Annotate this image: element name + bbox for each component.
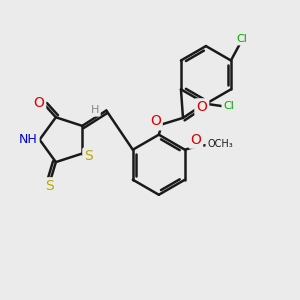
- Text: O: O: [196, 100, 207, 114]
- Text: H: H: [91, 105, 99, 115]
- Text: S: S: [84, 149, 93, 164]
- Text: S: S: [45, 179, 53, 193]
- Text: OCH₃: OCH₃: [207, 139, 233, 149]
- Text: O: O: [33, 97, 44, 110]
- Text: O: O: [190, 133, 201, 147]
- Text: Cl: Cl: [223, 101, 234, 111]
- Text: NH: NH: [19, 133, 38, 146]
- Text: O: O: [150, 114, 161, 128]
- Text: Cl: Cl: [236, 34, 247, 44]
